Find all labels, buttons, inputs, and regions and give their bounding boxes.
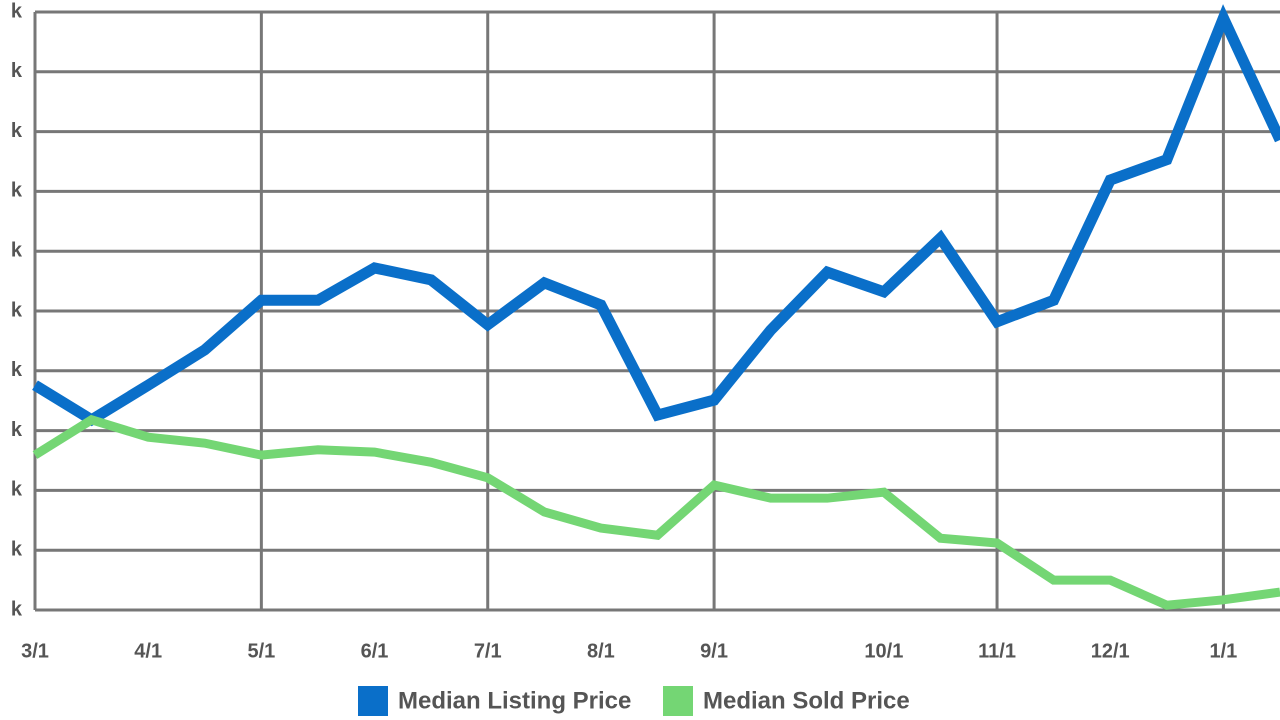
x-tick-label: 9/1 [700, 640, 728, 662]
legend-swatch [663, 686, 693, 716]
y-tick-label: k [11, 538, 23, 560]
y-tick-label: k [11, 120, 23, 142]
y-tick-label: k [11, 359, 23, 381]
x-tick-label: 10/1 [864, 640, 903, 662]
x-tick-label: 1/1 [1210, 640, 1238, 662]
x-tick-label: 8/1 [587, 640, 615, 662]
x-tick-label: 5/1 [247, 640, 275, 662]
y-tick-label: k [11, 0, 23, 22]
legend-label: Median Listing Price [398, 687, 631, 714]
y-tick-label: k [11, 479, 23, 501]
y-tick-label: k [11, 180, 23, 202]
y-tick-label: k [11, 239, 23, 261]
x-tick-label: 7/1 [474, 640, 502, 662]
x-tick-label: 6/1 [361, 640, 389, 662]
y-tick-label: k [11, 419, 23, 441]
x-tick-label: 4/1 [134, 640, 162, 662]
x-tick-label: 11/1 [978, 640, 1016, 662]
series-line [32, 4, 1280, 427]
series-line [32, 414, 1280, 610]
y-tick-label: k [11, 60, 23, 82]
x-tick-label: 3/1 [21, 640, 49, 662]
y-tick-label: k [11, 598, 23, 620]
legend-label: Median Sold Price [703, 687, 910, 714]
x-tick-label: 12/1 [1091, 640, 1130, 662]
y-tick-label: k [11, 299, 23, 321]
legend-swatch [358, 686, 388, 716]
